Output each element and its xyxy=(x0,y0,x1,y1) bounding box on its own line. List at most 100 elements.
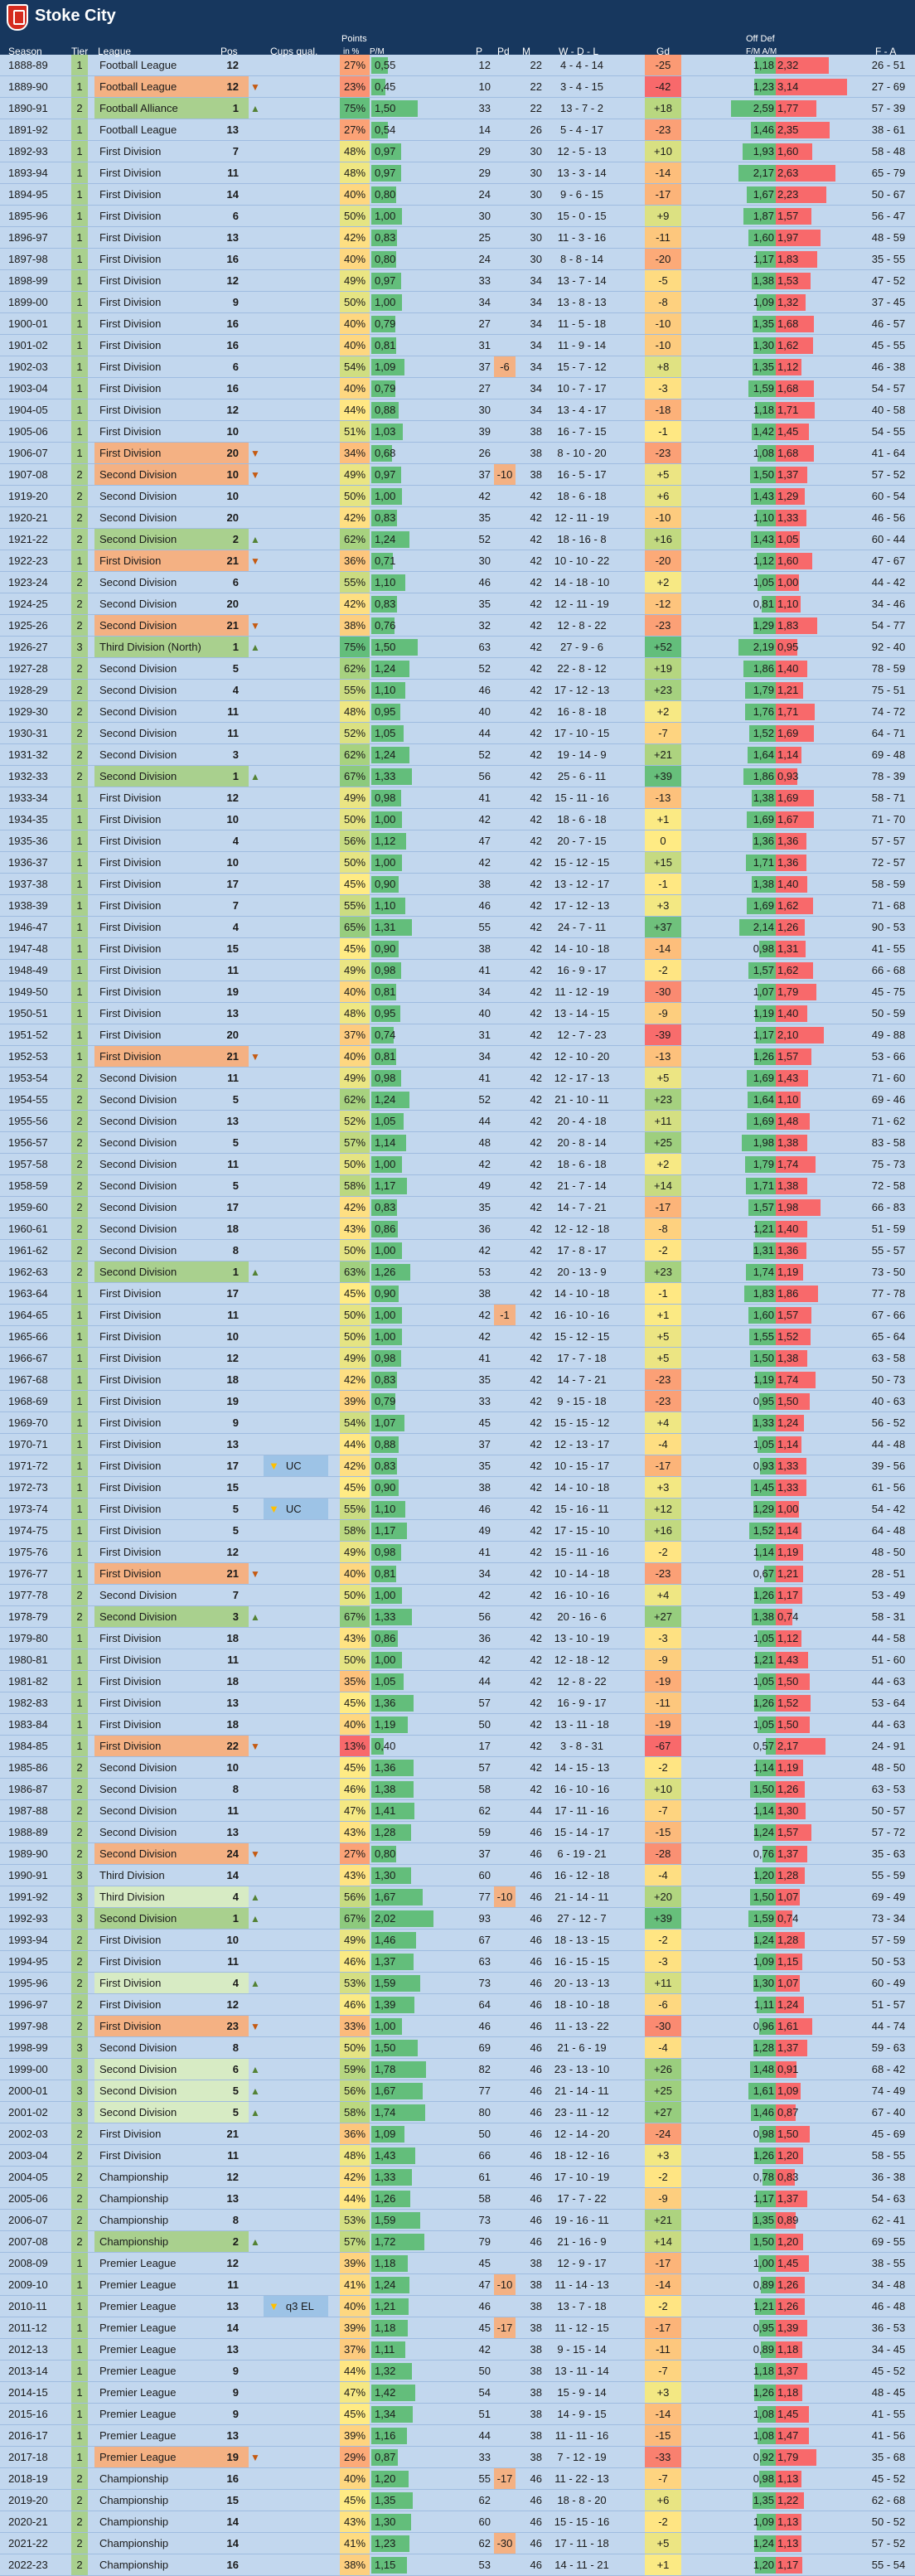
league-cell[interactable]: First Division xyxy=(99,1309,162,1321)
league-cell[interactable]: Second Division xyxy=(99,748,177,761)
header-gd[interactable]: Gd xyxy=(656,46,671,57)
table-row[interactable]: 1938-39 1 First Division 7 55% 1,10 46 42 17 - 1… xyxy=(0,895,915,917)
league-cell[interactable]: First Division xyxy=(99,1460,162,1472)
table-row[interactable]: 1995-96 2 First Division 4 ▲ 53% 1,59 73 46 20 - … xyxy=(0,1973,915,1994)
table-row[interactable]: 1960-61 2 Second Division 18 43% 0,86 36 42 12 -… xyxy=(0,1218,915,1240)
league-cell[interactable]: First Division xyxy=(99,210,162,222)
league-cell[interactable]: Championship xyxy=(99,2537,169,2549)
table-row[interactable]: 2004-05 2 Championship 12 42% 1,33 61 46 17 - 10… xyxy=(0,2167,915,2188)
header-pd[interactable]: Pd xyxy=(497,46,510,57)
table-row[interactable]: 2003-04 2 First Division 11 48% 1,43 66 46 18 - … xyxy=(0,2145,915,2167)
league-cell[interactable]: First Division xyxy=(99,361,162,373)
table-row[interactable]: 1992-93 3 Second Division 1 ▲ 67% 2,02 93 46 27 -… xyxy=(0,1908,915,1930)
table-row[interactable]: 1905-06 1 First Division 10 51% 1,03 39 38 16 - … xyxy=(0,421,915,443)
league-cell[interactable]: Second Division xyxy=(99,1804,177,1817)
league-cell[interactable]: Championship xyxy=(99,2515,169,2528)
league-cell[interactable]: Second Division xyxy=(99,662,177,675)
league-cell[interactable]: Second Division xyxy=(99,1244,177,1257)
table-row[interactable]: 1902-03 1 First Division 6 54% 1,09 37 -6 34 15 -… xyxy=(0,356,915,378)
league-cell[interactable]: Second Division xyxy=(99,2041,177,2054)
table-row[interactable]: 1968-69 1 First Division 19 39% 0,79 33 42 9 - 1… xyxy=(0,1391,915,1412)
header-fm-am[interactable]: F/M A/M xyxy=(746,47,777,56)
table-row[interactable]: 1925-26 2 Second Division 21 ▼ 38% 0,76 32 42 12 … xyxy=(0,615,915,637)
table-row[interactable]: 1936-37 1 First Division 10 50% 1,00 42 42 15 - … xyxy=(0,852,915,874)
table-row[interactable]: 1903-04 1 First Division 16 40% 0,79 27 34 10 - … xyxy=(0,378,915,399)
table-row[interactable]: 2001-02 3 Second Division 5 ▲ 58% 1,74 80 46 23 -… xyxy=(0,2102,915,2123)
league-cell[interactable]: First Division xyxy=(99,942,162,955)
header-season[interactable]: Season xyxy=(8,46,42,57)
header-in-pct[interactable]: in % xyxy=(343,47,360,56)
league-cell[interactable]: First Division xyxy=(99,835,162,847)
header-m[interactable]: M xyxy=(522,46,530,57)
table-row[interactable]: 1964-65 1 First Division 11 50% 1,00 42 -1 42 16 … xyxy=(0,1305,915,1326)
table-row[interactable]: 1894-95 1 First Division 14 40% 0,80 24 30 9 - 6… xyxy=(0,184,915,206)
league-cell[interactable]: First Division xyxy=(99,425,162,438)
league-cell[interactable]: First Division xyxy=(99,1287,162,1300)
league-cell[interactable]: Premier League xyxy=(99,2300,177,2312)
table-row[interactable]: 1972-73 1 First Division 15 45% 0,90 38 42 14 - … xyxy=(0,1477,915,1499)
league-cell[interactable]: Second Division xyxy=(99,1072,177,1084)
league-cell[interactable]: Premier League xyxy=(99,2343,177,2356)
table-row[interactable]: 1965-66 1 First Division 10 50% 1,00 42 42 15 - … xyxy=(0,1326,915,1348)
header-tier[interactable]: Tier xyxy=(71,46,89,57)
table-row[interactable]: 1981-82 1 First Division 18 35% 1,05 44 42 12 - … xyxy=(0,1671,915,1692)
table-row[interactable]: 2014-15 1 Premier League 9 47% 1,42 54 38 15 - 9… xyxy=(0,2382,915,2404)
table-row[interactable]: 1932-33 2 Second Division 1 ▲ 67% 1,33 56 42 25 -… xyxy=(0,766,915,787)
league-cell[interactable]: Second Division xyxy=(99,1179,177,1192)
table-row[interactable]: 1946-47 1 First Division 4 65% 1,31 55 42 24 - 7… xyxy=(0,917,915,938)
league-cell[interactable]: Second Division xyxy=(99,727,177,739)
header-p[interactable]: P xyxy=(476,46,483,57)
table-row[interactable]: 1920-21 2 Second Division 20 42% 0,83 35 42 12 -… xyxy=(0,507,915,529)
table-row[interactable]: 1963-64 1 First Division 17 45% 0,90 38 42 14 - … xyxy=(0,1283,915,1305)
league-cell[interactable]: Second Division xyxy=(99,1201,177,1213)
league-cell[interactable]: First Division xyxy=(99,1654,162,1666)
table-row[interactable]: 2000-01 3 Second Division 5 ▲ 56% 1,67 77 46 21 -… xyxy=(0,2080,915,2102)
league-cell[interactable]: First Division xyxy=(99,1632,162,1644)
table-row[interactable]: 1895-96 1 First Division 6 50% 1,00 30 30 15 - 0… xyxy=(0,206,915,227)
league-cell[interactable]: Football League xyxy=(99,59,177,71)
table-row[interactable]: 2010-11 1 Premier League 13 ▼ q3 EL 40% 1,21 46 3… xyxy=(0,2296,915,2317)
table-row[interactable]: 1923-24 2 Second Division 6 55% 1,10 46 42 14 - … xyxy=(0,572,915,593)
table-row[interactable]: 2009-10 1 Premier League 11 41% 1,24 47 -10 38 11… xyxy=(0,2274,915,2296)
table-row[interactable]: 2002-03 2 First Division 21 36% 1,09 50 46 12 - … xyxy=(0,2123,915,2145)
league-cell[interactable]: First Division xyxy=(99,1998,162,2011)
league-cell[interactable]: First Division xyxy=(99,792,162,804)
table-row[interactable]: 1900-01 1 First Division 16 40% 0,79 27 34 11 - … xyxy=(0,313,915,335)
league-cell[interactable]: Championship xyxy=(99,2214,169,2226)
league-cell[interactable]: Second Division xyxy=(99,511,177,524)
table-row[interactable]: 1999-00 3 Second Division 6 ▲ 59% 1,78 82 46 23 -… xyxy=(0,2059,915,2080)
table-row[interactable]: 1977-78 2 Second Division 7 50% 1,00 42 42 16 - … xyxy=(0,1585,915,1606)
league-cell[interactable]: First Division xyxy=(99,1330,162,1343)
table-row[interactable]: 2019-20 2 Championship 15 45% 1,35 62 46 18 - 8 … xyxy=(0,2490,915,2511)
league-cell[interactable]: First Division xyxy=(99,985,162,998)
table-row[interactable]: 1962-63 2 Second Division 1 ▲ 63% 1,26 53 42 20 -… xyxy=(0,1261,915,1283)
league-cell[interactable]: Premier League xyxy=(99,2257,177,2269)
table-row[interactable]: 1947-48 1 First Division 15 45% 0,90 38 42 14 - … xyxy=(0,938,915,960)
table-row[interactable]: 1959-60 2 Second Division 17 42% 0,83 35 42 14 -… xyxy=(0,1197,915,1218)
table-row[interactable]: 1891-92 1 Football League 13 27% 0,54 14 26 5 - … xyxy=(0,119,915,141)
table-row[interactable]: 1906-07 1 First Division 20 ▼ 34% 0,68 26 38 8 - … xyxy=(0,443,915,464)
table-row[interactable]: 1901-02 1 First Division 16 40% 0,81 31 34 11 - … xyxy=(0,335,915,356)
table-row[interactable]: 1935-36 1 First Division 4 56% 1,12 47 42 20 - 7… xyxy=(0,830,915,852)
league-cell[interactable]: First Division xyxy=(99,899,162,912)
table-row[interactable]: 1919-20 2 Second Division 10 50% 1,00 42 42 18 -… xyxy=(0,486,915,507)
table-row[interactable]: 2006-07 2 Championship 8 53% 1,59 73 46 19 - 16 … xyxy=(0,2210,915,2231)
league-cell[interactable]: Second Division xyxy=(99,1589,177,1601)
league-cell[interactable]: First Division xyxy=(99,274,162,287)
league-cell[interactable]: First Division xyxy=(99,188,162,201)
table-row[interactable]: 1897-98 1 First Division 16 40% 0,80 24 30 8 - 8… xyxy=(0,249,915,270)
header-wdl[interactable]: W - D - L xyxy=(559,46,598,57)
table-row[interactable]: 1957-58 2 Second Division 11 50% 1,00 42 42 18 -… xyxy=(0,1154,915,1175)
league-cell[interactable]: First Division xyxy=(99,1524,162,1537)
table-row[interactable]: 1927-28 2 Second Division 5 62% 1,24 52 42 22 - … xyxy=(0,658,915,680)
league-cell[interactable]: Second Division xyxy=(99,1223,177,1235)
table-row[interactable]: 1973-74 1 First Division 5 ▼ UC 55% 1,10 46 42 15 … xyxy=(0,1499,915,1520)
table-row[interactable]: 2022-23 2 Championship 16 38% 1,15 53 46 14 - 11… xyxy=(0,2554,915,2576)
header-league[interactable]: League xyxy=(98,46,132,57)
league-cell[interactable]: Championship xyxy=(99,2472,169,2485)
league-cell[interactable]: First Division xyxy=(99,964,162,976)
table-row[interactable]: 1983-84 1 First Division 18 40% 1,19 50 42 13 - … xyxy=(0,1714,915,1736)
table-row[interactable]: 1969-70 1 First Division 9 54% 1,07 45 42 15 - 1… xyxy=(0,1412,915,1434)
table-row[interactable]: 1896-97 1 First Division 13 42% 0,83 25 30 11 - … xyxy=(0,227,915,249)
table-row[interactable]: 1948-49 1 First Division 11 49% 0,98 41 42 16 - … xyxy=(0,960,915,981)
